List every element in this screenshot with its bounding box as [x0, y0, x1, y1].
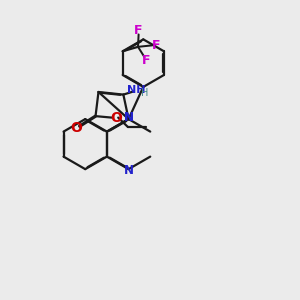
Text: O: O [70, 121, 82, 135]
Text: N: N [124, 110, 134, 124]
Text: O: O [110, 111, 122, 124]
Text: NH: NH [128, 85, 146, 95]
Text: F: F [134, 24, 143, 38]
Text: N: N [124, 111, 134, 124]
Text: H: H [141, 88, 148, 98]
Text: N: N [124, 164, 134, 177]
Text: F: F [152, 39, 160, 52]
Text: F: F [142, 54, 150, 67]
